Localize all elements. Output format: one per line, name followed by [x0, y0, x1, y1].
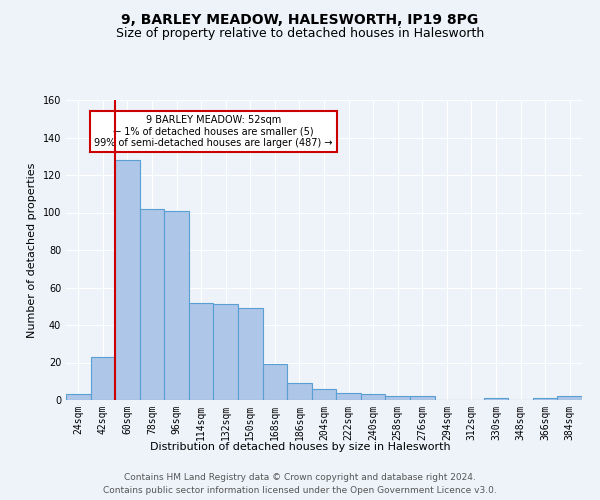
Bar	[410, 396, 434, 400]
Bar	[557, 396, 582, 400]
Y-axis label: Number of detached properties: Number of detached properties	[27, 162, 37, 338]
Bar	[189, 302, 214, 400]
Bar	[214, 304, 238, 400]
Text: 9 BARLEY MEADOW: 52sqm
← 1% of detached houses are smaller (5)
99% of semi-detac: 9 BARLEY MEADOW: 52sqm ← 1% of detached …	[94, 115, 332, 148]
Bar	[66, 394, 91, 400]
Bar	[533, 398, 557, 400]
Bar	[115, 160, 140, 400]
Bar	[164, 210, 189, 400]
Text: Distribution of detached houses by size in Halesworth: Distribution of detached houses by size …	[149, 442, 451, 452]
Bar	[287, 383, 312, 400]
Text: Contains public sector information licensed under the Open Government Licence v3: Contains public sector information licen…	[103, 486, 497, 495]
Bar	[385, 396, 410, 400]
Text: Size of property relative to detached houses in Halesworth: Size of property relative to detached ho…	[116, 28, 484, 40]
Bar	[361, 394, 385, 400]
Bar	[238, 308, 263, 400]
Text: 9, BARLEY MEADOW, HALESWORTH, IP19 8PG: 9, BARLEY MEADOW, HALESWORTH, IP19 8PG	[121, 12, 479, 26]
Bar	[312, 389, 336, 400]
Bar	[336, 392, 361, 400]
Bar	[91, 357, 115, 400]
Bar	[484, 398, 508, 400]
Bar	[140, 209, 164, 400]
Bar	[263, 364, 287, 400]
Text: Contains HM Land Registry data © Crown copyright and database right 2024.: Contains HM Land Registry data © Crown c…	[124, 472, 476, 482]
